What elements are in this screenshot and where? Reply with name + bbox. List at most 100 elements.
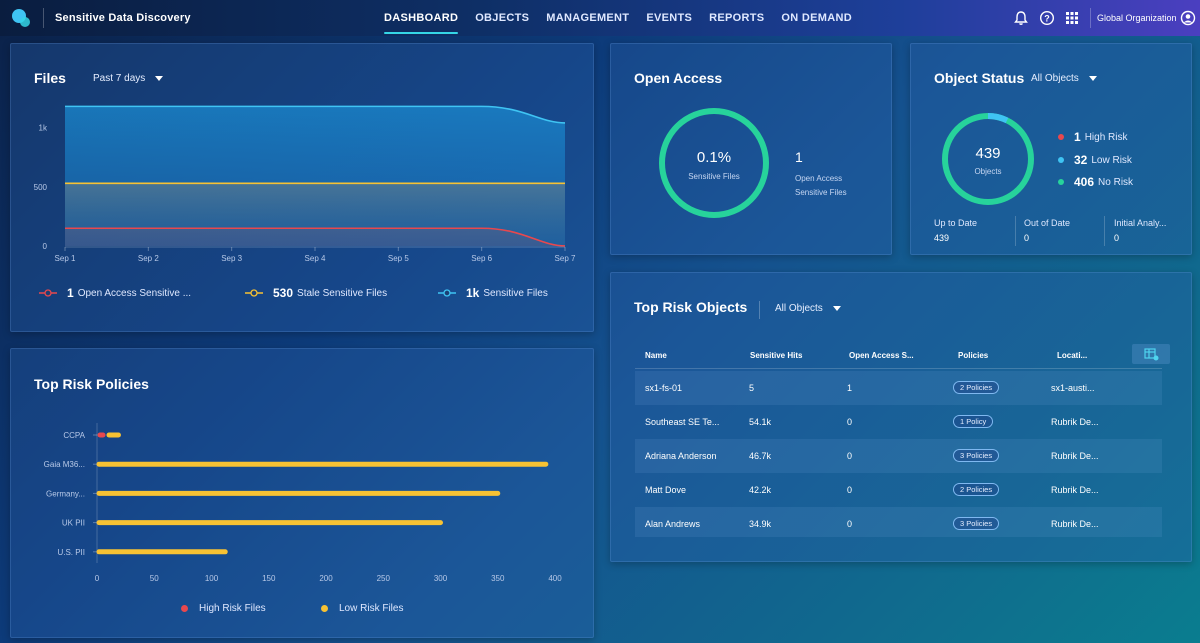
open-access-percent-label: Sensitive Files xyxy=(688,172,740,181)
open-access-count-label: Sensitive Files xyxy=(795,188,847,197)
nav-on-demand[interactable]: ON DEMAND xyxy=(781,12,852,24)
user-icon[interactable] xyxy=(1180,10,1196,26)
cell-sensitive-hits: 34.9k xyxy=(749,519,772,529)
divider xyxy=(1104,216,1105,246)
red-dot-icon xyxy=(1058,134,1064,140)
cell-open-access: 0 xyxy=(847,451,853,461)
chevron-down-icon xyxy=(155,76,164,81)
chevron-down-icon xyxy=(1088,76,1097,81)
series-line[interactable] xyxy=(65,105,566,124)
legend-value: 1 xyxy=(67,286,74,300)
main-nav: DASHBOARD OBJECTS MANAGEMENT EVENTS REPO… xyxy=(384,0,869,36)
open-access-donut xyxy=(659,108,769,218)
cell-open-access: 1 xyxy=(847,383,853,393)
column-header-name[interactable]: Name xyxy=(645,351,667,360)
files-range-label: Past 7 days xyxy=(93,73,146,84)
legend-label: Sensitive Files xyxy=(483,287,548,299)
legend-low-risk: 32 Low Risk xyxy=(1058,153,1132,167)
policies-badge[interactable]: 3 Policies xyxy=(953,517,1000,530)
column-header-policies[interactable]: Policies xyxy=(958,351,989,360)
object-status-filter-dropdown[interactable]: All Objects xyxy=(1031,73,1097,84)
category-label: CCPA xyxy=(63,431,85,440)
legend-label: High Risk xyxy=(1084,131,1128,143)
legend-label: Low Risk xyxy=(1091,154,1132,166)
legend-label: Low Risk Files xyxy=(339,603,404,614)
top-risk-objects-title: Top Risk Objects xyxy=(634,299,748,315)
files-range-dropdown[interactable]: Past 7 days xyxy=(93,73,164,84)
x-tick-label: Sep 5 xyxy=(388,254,409,263)
column-header-sensitive-hits[interactable]: Sensitive Hits xyxy=(750,351,803,360)
nav-management[interactable]: MANAGEMENT xyxy=(546,12,630,24)
policies-badge[interactable]: 1 Policy xyxy=(953,415,994,428)
help-icon[interactable]: ? xyxy=(1039,10,1055,26)
table-row[interactable]: Adriana Anderson 46.7k 0 3 Policies Rubrik D… xyxy=(635,439,1162,473)
y-tick-label: 1k xyxy=(39,124,48,133)
x-tick-label: 400 xyxy=(548,574,562,583)
nav-dashboard[interactable]: DASHBOARD xyxy=(384,0,459,36)
x-tick-label: Sep 4 xyxy=(305,254,326,263)
x-tick-label: 50 xyxy=(150,574,159,583)
legend-value: 1 xyxy=(1074,130,1081,144)
legend-open-access[interactable]: 1 Open Access Sensitive ... xyxy=(39,286,191,300)
x-tick-label: Sep 2 xyxy=(138,254,159,263)
stat-out-of-date-label: Out of Date xyxy=(1024,218,1071,228)
legend-line-blue-icon xyxy=(438,289,456,297)
table-row[interactable]: Southeast SE Te... 54.1k 0 1 Policy Rubrik D… xyxy=(635,405,1162,439)
files-area-chart: 0 500 1k Sep 1 Sep 2 Sep 3 Sep 4 Sep 5 Sep 6 Sep … xyxy=(34,105,576,263)
nav-reports[interactable]: REPORTS xyxy=(709,12,765,24)
legend-low-risk-files[interactable]: Low Risk Files xyxy=(321,603,403,614)
stat-initial-analysis-value: 0 xyxy=(1114,233,1120,243)
table-row[interactable]: Alan Andrews 34.9k 0 3 Policies Rubrik De... xyxy=(635,507,1162,537)
top-risk-objects-filter-dropdown[interactable]: All Objects xyxy=(775,303,841,314)
object-status-total: 439 xyxy=(975,145,1001,162)
open-access-card: Open Access 0.1% Sensitive Files 1 Open … xyxy=(610,43,892,255)
policies-badge[interactable]: 2 Policies xyxy=(953,483,1000,496)
legend-sensitive[interactable]: 1k Sensitive Files xyxy=(438,286,548,300)
x-tick-label: Sep 1 xyxy=(55,254,76,263)
category-label: UK PII xyxy=(62,519,85,528)
policies-badge[interactable]: 2 Policies xyxy=(953,381,1000,394)
legend-high-risk-files[interactable]: High Risk Files xyxy=(181,603,266,614)
x-tick-label: 250 xyxy=(377,574,391,583)
nav-objects[interactable]: OBJECTS xyxy=(475,12,530,24)
cell-name: Alan Andrews xyxy=(645,519,701,529)
column-header-open-access[interactable]: Open Access S... xyxy=(849,351,914,360)
cell-sensitive-hits: 54.1k xyxy=(749,417,772,427)
cell-open-access: 0 xyxy=(847,485,853,495)
policies-badge[interactable]: 3 Policies xyxy=(953,449,1000,462)
cell-location: sx1-austi... xyxy=(1051,383,1095,393)
legend-no-risk: 406 No Risk xyxy=(1058,175,1133,189)
cell-location: Rubrik De... xyxy=(1051,417,1099,427)
table-header xyxy=(635,343,1162,369)
table-row[interactable]: Matt Dove 42.2k 0 2 Policies Rubrik De... xyxy=(635,473,1162,507)
object-status-card: Object Status All Objects 439 Objects 1 … xyxy=(910,43,1192,255)
legend-value: 1k xyxy=(466,286,480,300)
legend-label: No Risk xyxy=(1098,176,1134,188)
organization-name[interactable]: Global Organization xyxy=(1097,13,1177,23)
x-tick-label: 200 xyxy=(319,574,333,583)
cell-name: Matt Dove xyxy=(645,485,687,495)
app-logo-icon[interactable] xyxy=(11,8,31,28)
table-settings-icon[interactable] xyxy=(1132,344,1170,364)
cell-open-access: 0 xyxy=(847,519,853,529)
bell-icon[interactable] xyxy=(1013,10,1029,26)
stat-initial-analysis-label: Initial Analy... xyxy=(1114,218,1167,228)
y-tick-label: 0 xyxy=(43,242,48,251)
divider xyxy=(759,301,760,319)
top-risk-policies-title: Top Risk Policies xyxy=(34,376,149,392)
green-dot-icon xyxy=(1058,179,1064,185)
legend-stale[interactable]: 530 Stale Sensitive Files xyxy=(245,286,387,300)
open-access-percent: 0.1% xyxy=(696,149,732,166)
nav-events[interactable]: EVENTS xyxy=(646,12,693,24)
app-grid-icon[interactable] xyxy=(1064,10,1080,26)
column-header-location[interactable]: Locati... xyxy=(1057,351,1088,360)
stat-out-of-date-value: 0 xyxy=(1024,233,1030,243)
legend-line-red-icon xyxy=(39,289,57,297)
divider xyxy=(43,8,44,28)
table-row[interactable]: sx1-fs-01 5 1 2 Policies sx1-austi... xyxy=(635,371,1162,405)
open-access-count-label: Open Access xyxy=(795,174,843,183)
open-access-count: 1 xyxy=(795,149,803,165)
x-tick-label: 300 xyxy=(434,574,448,583)
series-line[interactable] xyxy=(65,227,566,247)
chevron-down-icon xyxy=(832,306,841,311)
